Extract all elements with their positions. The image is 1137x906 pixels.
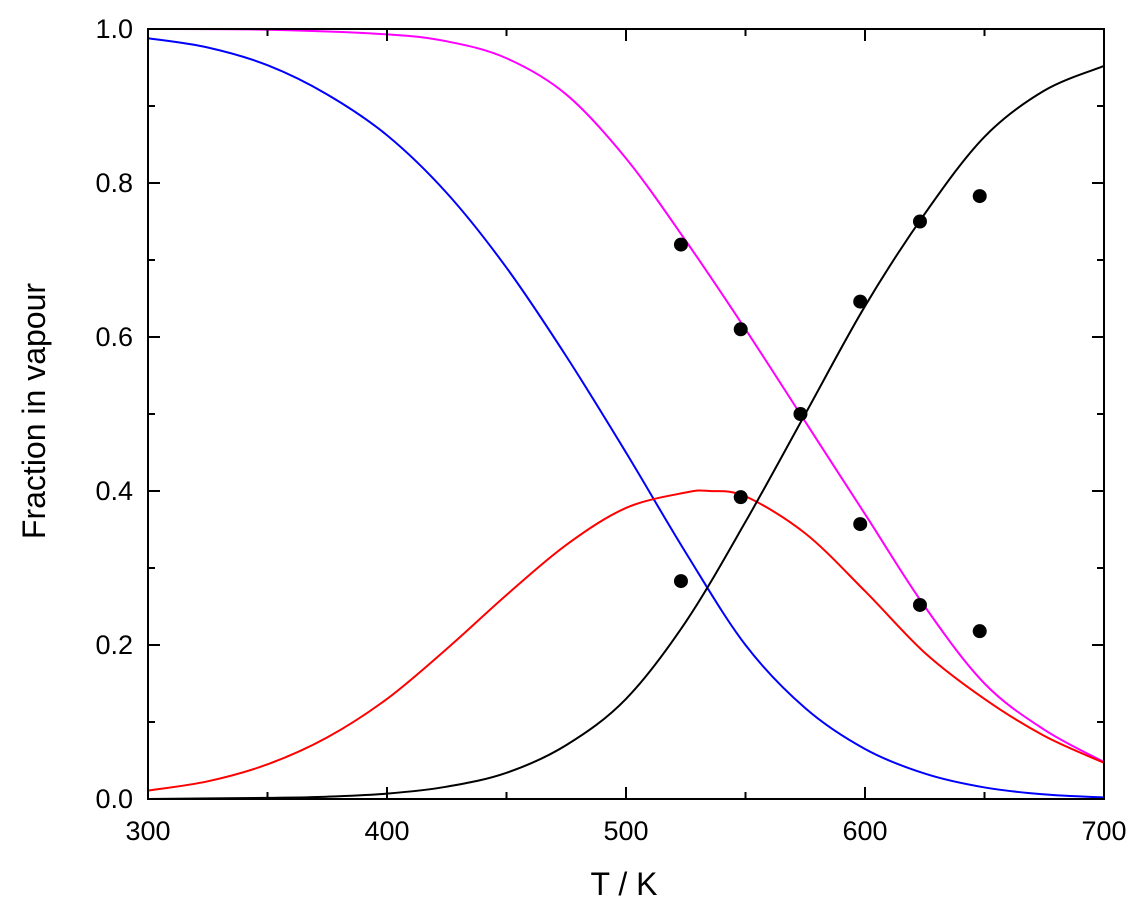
series-line-3 [147, 65, 1105, 800]
data-point [673, 574, 688, 589]
labels-layer: 300 400 500 600 700 0.0 0.2 0.4 0.6 0.8 1.0 [95, 14, 1126, 846]
data-point [912, 597, 927, 612]
y-tick-label: 0.6 [95, 322, 133, 352]
series-line-0 [147, 37, 1105, 799]
data-point [853, 517, 868, 532]
y-tick-label: 0.4 [95, 476, 133, 506]
x-tick-label: 700 [1081, 816, 1126, 846]
data-point [733, 490, 748, 505]
y-tick-label: 0.2 [95, 630, 133, 660]
y-tick-label: 0.8 [95, 168, 133, 198]
data-point [972, 624, 987, 639]
series-line-1 [147, 28, 1105, 763]
x-tick-label: 500 [603, 816, 648, 846]
y-axis-title: Fraction in vapour [16, 283, 52, 539]
x-axis-title: T / K [591, 866, 658, 902]
series-layer [147, 28, 1105, 800]
data-point [912, 214, 927, 229]
y-tick-label: 1.0 [95, 14, 133, 44]
x-tick-label: 600 [842, 816, 887, 846]
data-point [853, 294, 868, 309]
ticks-layer [147, 28, 1105, 800]
data-point [733, 322, 748, 337]
x-tick-label: 300 [125, 816, 170, 846]
data-point [793, 407, 808, 421]
data-point [673, 237, 688, 252]
data-point [972, 189, 987, 204]
x-tick-label: 400 [364, 816, 409, 846]
y-tick-label: 0.0 [95, 784, 133, 814]
series-line-2 [147, 489, 1105, 792]
